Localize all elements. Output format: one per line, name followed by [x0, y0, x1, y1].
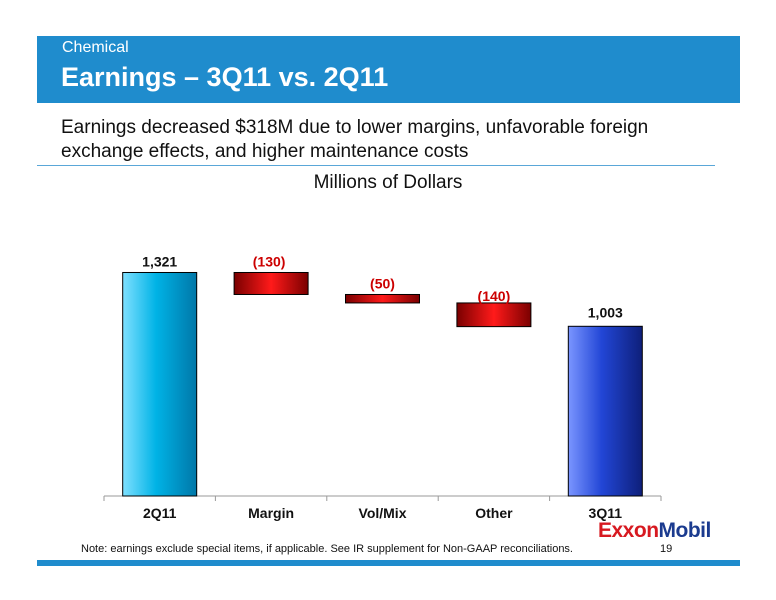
- value-label: 1,321: [142, 253, 177, 269]
- bar-other: [456, 302, 532, 328]
- bar-vol-mix: [345, 293, 420, 304]
- page-number: 19: [660, 543, 673, 555]
- value-labels-layer: 1,321 (130) (50) (140) 1,003: [142, 253, 623, 320]
- divider: [37, 165, 715, 166]
- footnote: Note: earnings exclude special items, if…: [81, 543, 573, 555]
- section-label: Chemical: [62, 39, 129, 56]
- logo-exxon-text: Exxon: [598, 519, 659, 542]
- value-label: (50): [370, 275, 395, 291]
- bar-2q11: [122, 271, 198, 497]
- slide-title: Earnings – 3Q11 vs. 2Q11: [61, 62, 389, 92]
- exxonmobil-logo: ExxonMobil: [598, 519, 711, 543]
- value-label: (140): [478, 288, 511, 304]
- bar-3q11: [567, 325, 643, 497]
- category-label: Vol/Mix: [359, 505, 407, 521]
- category-label: 2Q11: [143, 505, 177, 521]
- header-band: [37, 36, 740, 103]
- category-labels-layer: 2Q11 Margin Vol/Mix Other 3Q11: [143, 505, 622, 521]
- value-label: (130): [253, 253, 286, 269]
- value-label: 1,003: [588, 304, 623, 320]
- category-label: Other: [475, 505, 513, 521]
- bar-margin: [233, 271, 309, 295]
- units-label: Millions of Dollars: [313, 172, 463, 193]
- category-label: 3Q11: [589, 505, 623, 521]
- bars-layer: [103, 271, 662, 501]
- bottom-band: [37, 560, 740, 566]
- category-label: Margin: [248, 505, 294, 521]
- subtitle: Earnings decreased $318M due to lower ma…: [61, 117, 649, 162]
- logo-mobil-text: Mobil: [658, 519, 712, 542]
